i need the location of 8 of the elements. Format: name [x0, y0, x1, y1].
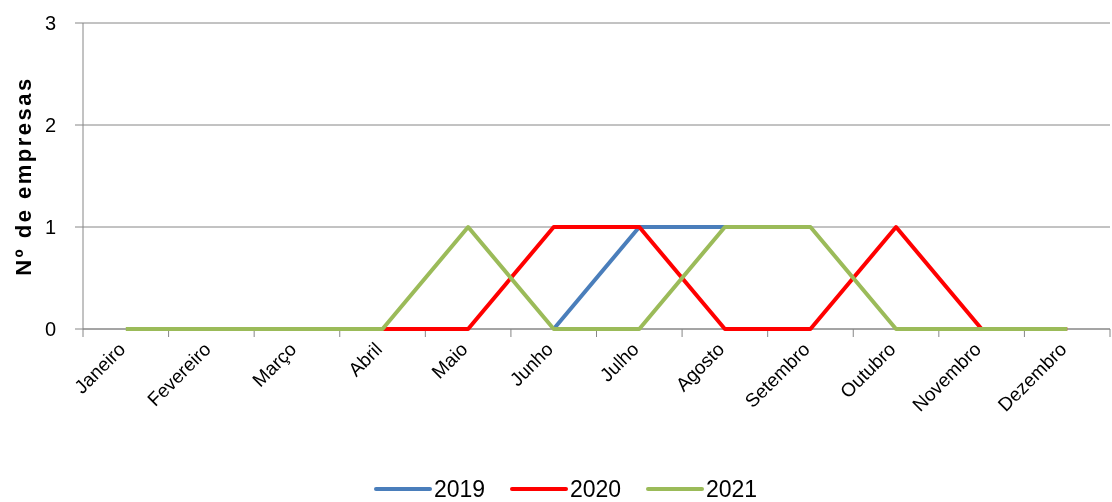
y-axis-title: Nº de empresas — [10, 76, 36, 276]
legend-label: 2019 — [434, 476, 486, 502]
y-tick-label: 3 — [44, 12, 56, 34]
legend-label: 2020 — [570, 476, 622, 502]
y-tick-label: 2 — [44, 114, 56, 136]
y-tick-label: 1 — [44, 216, 56, 238]
legend-label: 2021 — [706, 476, 758, 502]
y-tick-label: 0 — [44, 318, 56, 340]
